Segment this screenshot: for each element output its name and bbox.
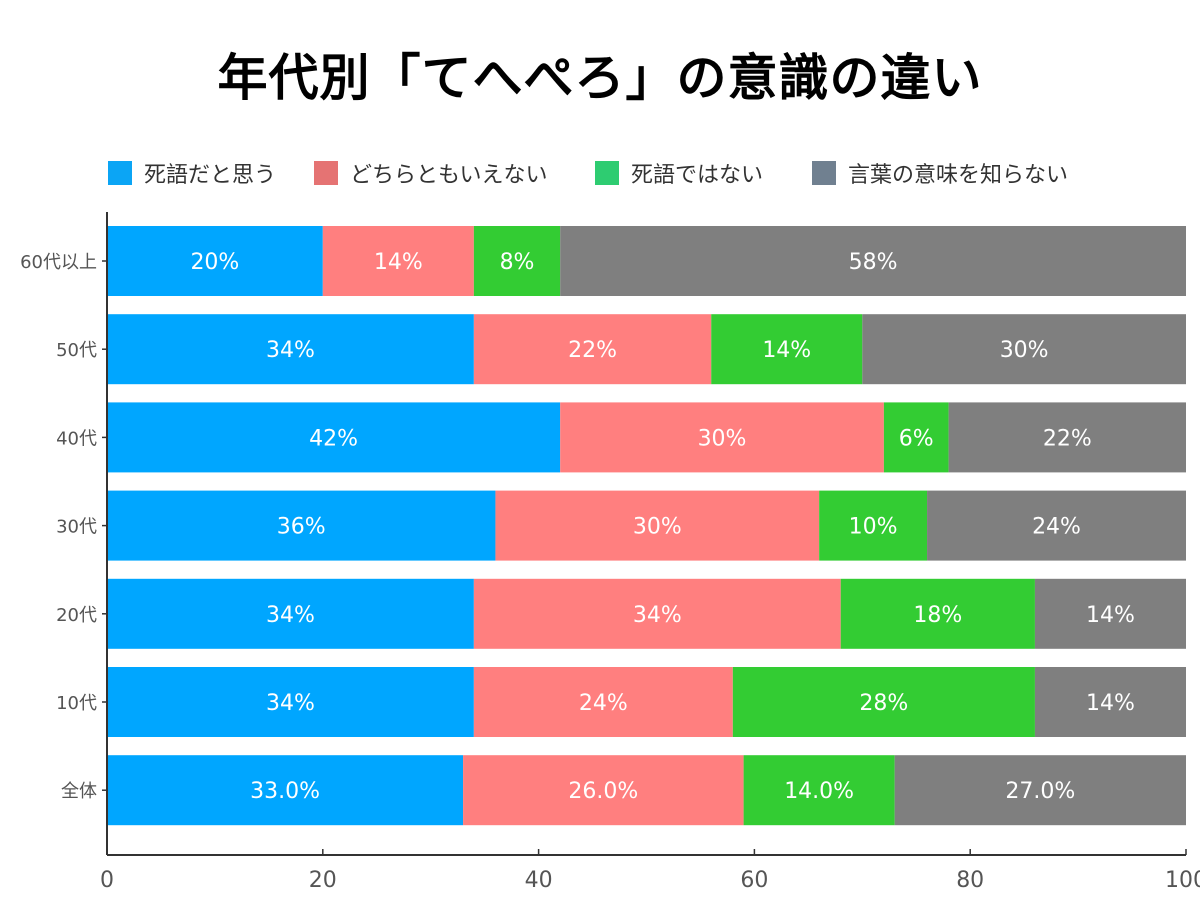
- data-label: 22%: [1043, 426, 1092, 451]
- x-tick-label: 0: [100, 868, 114, 893]
- bar-segment: [732, 667, 1035, 737]
- data-label: 24%: [579, 691, 628, 716]
- bar-segment: [107, 667, 474, 737]
- data-label: 34%: [266, 603, 315, 628]
- legend-item-neutral: どちらともいえない: [314, 158, 548, 188]
- bar-segment: [107, 490, 496, 561]
- legend-swatch: [108, 161, 132, 185]
- legend-label: 死語ではない: [631, 163, 764, 188]
- data-label: 30%: [698, 426, 747, 451]
- legend-item-unknown-meaning: 言葉の意味を知らない: [812, 158, 1068, 188]
- data-label: 8%: [500, 250, 535, 275]
- bar-segment: [107, 314, 474, 385]
- bar-segment: [560, 402, 884, 473]
- bar-segment: [473, 667, 733, 737]
- data-label: 6%: [899, 426, 934, 451]
- y-tick-label: 全体: [61, 781, 97, 802]
- data-label: 14%: [762, 338, 811, 363]
- data-label: 14%: [374, 250, 423, 275]
- y-tick-label: 30代: [56, 517, 97, 538]
- data-label: 14%: [1086, 603, 1135, 628]
- bar-segment: [840, 578, 1035, 649]
- legend-item-not-dead-word: 死語ではない: [595, 158, 763, 188]
- data-label: 36%: [277, 515, 326, 540]
- legend-swatch: [812, 161, 836, 185]
- bar-segment: [473, 578, 841, 649]
- bar-segment: [322, 226, 474, 296]
- bars-group: 20% 14% 8% 58% 34% 22% 14% 30% 42% 30% 6% 22% 36% 30%…: [107, 226, 1186, 826]
- legend-label: 言葉の意味を知らない: [848, 163, 1069, 188]
- bar-segment: [927, 490, 1186, 561]
- x-tick-label: 60: [740, 868, 768, 893]
- bar-segment: [107, 226, 323, 296]
- data-label: 28%: [859, 691, 908, 716]
- bar-segment: [463, 755, 744, 826]
- bar-segment: [819, 490, 928, 561]
- y-tick-label: 10代: [56, 693, 97, 714]
- bar-segment: [107, 755, 464, 826]
- y-tick-label: 60代以上: [20, 252, 97, 273]
- x-tick-label: 100: [1165, 868, 1200, 893]
- legend-swatch: [595, 161, 619, 185]
- data-label: 34%: [633, 603, 682, 628]
- data-label: 27.0%: [1005, 779, 1075, 804]
- bar-segment: [560, 226, 1186, 296]
- x-tick-label: 80: [956, 868, 984, 893]
- bar-segment: [711, 314, 863, 385]
- data-label: 26.0%: [568, 779, 638, 804]
- bar-segment: [743, 755, 895, 826]
- data-label: 14.0%: [784, 779, 854, 804]
- legend-swatch: [314, 161, 338, 185]
- y-tick-label: 20代: [56, 605, 97, 626]
- legend-label: どちらともいえない: [350, 163, 548, 188]
- x-tick-label: 20: [309, 868, 337, 893]
- x-tick-label: 40: [525, 868, 553, 893]
- bar-segment: [1034, 578, 1186, 649]
- y-tick-label: 40代: [56, 428, 97, 449]
- bar-segment: [107, 578, 474, 649]
- chart-title: 年代別「てへぺろ」の意識の違い: [217, 49, 983, 107]
- data-label: 30%: [1000, 338, 1049, 363]
- bar-segment: [862, 314, 1186, 385]
- legend-item-dead-word: 死語だと思う: [108, 158, 276, 188]
- bar-segment: [1034, 667, 1186, 737]
- bar-segment: [107, 402, 561, 473]
- bar-segment: [883, 402, 949, 473]
- data-label: 34%: [266, 338, 315, 363]
- data-label: 58%: [849, 250, 898, 275]
- data-label: 10%: [849, 515, 898, 540]
- bar-segment: [495, 490, 820, 561]
- bar-segment: [948, 402, 1186, 473]
- bar-segment: [473, 226, 561, 296]
- data-label: 24%: [1032, 515, 1081, 540]
- data-label: 30%: [633, 515, 682, 540]
- data-label: 14%: [1086, 691, 1135, 716]
- bar-segment: [894, 755, 1186, 826]
- data-label: 34%: [266, 691, 315, 716]
- y-tick-label: 50代: [56, 340, 97, 361]
- data-label: 42%: [309, 426, 358, 451]
- data-label: 20%: [190, 250, 239, 275]
- data-label: 22%: [568, 338, 617, 363]
- data-label: 18%: [913, 603, 962, 628]
- bar-segment: [473, 314, 712, 385]
- legend-label: 死語だと思う: [144, 163, 277, 188]
- data-label: 33.0%: [250, 779, 320, 804]
